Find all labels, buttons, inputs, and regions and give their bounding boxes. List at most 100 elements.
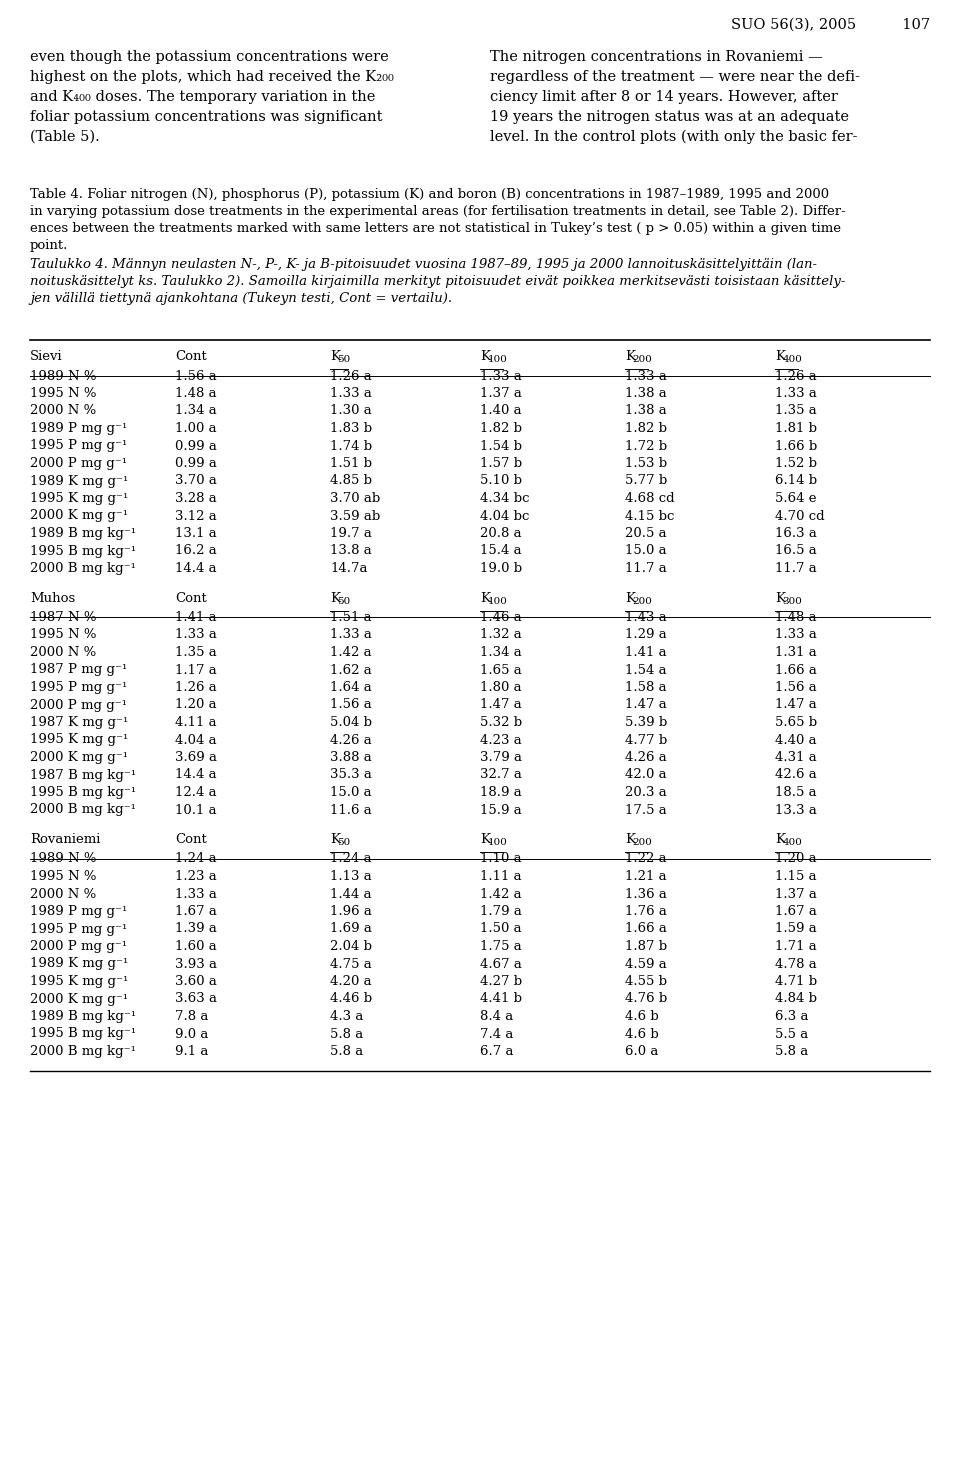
Text: 2000 N %: 2000 N %: [30, 888, 96, 901]
Text: 0.99 a: 0.99 a: [175, 439, 217, 452]
Text: point.: point.: [30, 238, 68, 252]
Text: 1995 K mg g⁻¹: 1995 K mg g⁻¹: [30, 974, 129, 988]
Text: 4.11 a: 4.11 a: [175, 715, 217, 729]
Text: 200: 200: [633, 356, 653, 364]
Text: 3.69 a: 3.69 a: [175, 751, 217, 764]
Text: 4.26 a: 4.26 a: [625, 751, 667, 764]
Text: 1.11 a: 1.11 a: [480, 870, 521, 884]
Text: 1987 N %: 1987 N %: [30, 612, 97, 625]
Text: 3.70 a: 3.70 a: [175, 474, 217, 487]
Text: 100: 100: [488, 356, 508, 364]
Text: 1.76 a: 1.76 a: [625, 906, 667, 917]
Text: 1.47 a: 1.47 a: [775, 698, 817, 711]
Text: 1.47 a: 1.47 a: [625, 698, 667, 711]
Text: The nitrogen concentrations in Rovaniemi —: The nitrogen concentrations in Rovaniemi…: [490, 50, 823, 64]
Text: 4.41 b: 4.41 b: [480, 992, 522, 1005]
Text: 1.54 a: 1.54 a: [625, 664, 666, 676]
Text: 6.14 b: 6.14 b: [775, 474, 817, 487]
Text: 1.26 a: 1.26 a: [175, 680, 217, 693]
Text: 200: 200: [633, 838, 653, 847]
Text: 4.31 a: 4.31 a: [775, 751, 817, 764]
Text: 5.5 a: 5.5 a: [775, 1027, 808, 1040]
Text: 1995 B mg kg⁻¹: 1995 B mg kg⁻¹: [30, 786, 136, 799]
Text: Cont: Cont: [175, 591, 206, 604]
Text: 100: 100: [488, 838, 508, 847]
Text: foliar potassium concentrations was significant: foliar potassium concentrations was sign…: [30, 110, 382, 124]
Text: 1.22 a: 1.22 a: [625, 853, 666, 866]
Text: 4.40 a: 4.40 a: [775, 733, 817, 746]
Text: K: K: [625, 832, 635, 846]
Text: 15.0 a: 15.0 a: [330, 786, 372, 799]
Text: 1989 K mg g⁻¹: 1989 K mg g⁻¹: [30, 474, 129, 487]
Text: 3.88 a: 3.88 a: [330, 751, 372, 764]
Text: 1.52 b: 1.52 b: [775, 456, 817, 470]
Text: 50: 50: [338, 356, 350, 364]
Text: 4.6 b: 4.6 b: [625, 1027, 659, 1040]
Text: K: K: [625, 591, 635, 604]
Text: 1.83 b: 1.83 b: [330, 421, 372, 435]
Text: 1995 P mg g⁻¹: 1995 P mg g⁻¹: [30, 439, 128, 452]
Text: 5.8 a: 5.8 a: [775, 1045, 808, 1058]
Text: 19.0 b: 19.0 b: [480, 562, 522, 575]
Text: 1.33 a: 1.33 a: [625, 370, 667, 382]
Text: 400: 400: [782, 356, 803, 364]
Text: (Table 5).: (Table 5).: [30, 130, 100, 143]
Text: 2000 K mg g⁻¹: 2000 K mg g⁻¹: [30, 751, 128, 764]
Text: 2000 P mg g⁻¹: 2000 P mg g⁻¹: [30, 698, 127, 711]
Text: 4.27 b: 4.27 b: [480, 974, 522, 988]
Text: 13.1 a: 13.1 a: [175, 527, 217, 540]
Text: 1.57 b: 1.57 b: [480, 456, 522, 470]
Text: 16.5 a: 16.5 a: [775, 544, 817, 557]
Text: ences between the treatments marked with same letters are not statistical in Tuk: ences between the treatments marked with…: [30, 222, 841, 236]
Text: 12.4 a: 12.4 a: [175, 786, 217, 799]
Text: K: K: [775, 832, 785, 846]
Text: 5.8 a: 5.8 a: [330, 1027, 363, 1040]
Text: K: K: [330, 591, 340, 604]
Text: 1.23 a: 1.23 a: [175, 870, 217, 884]
Text: 11.6 a: 11.6 a: [330, 803, 372, 816]
Text: 4.55 b: 4.55 b: [625, 974, 667, 988]
Text: in varying potassium dose treatments in the experimental areas (for fertilisatio: in varying potassium dose treatments in …: [30, 205, 846, 218]
Text: 13.8 a: 13.8 a: [330, 544, 372, 557]
Text: 1.64 a: 1.64 a: [330, 680, 372, 693]
Text: 1.35 a: 1.35 a: [775, 404, 817, 417]
Text: 1.87 b: 1.87 b: [625, 941, 667, 952]
Text: 1989 P mg g⁻¹: 1989 P mg g⁻¹: [30, 421, 128, 435]
Text: 2000 K mg g⁻¹: 2000 K mg g⁻¹: [30, 509, 128, 522]
Text: regardless of the treatment — were near the defi-: regardless of the treatment — were near …: [490, 70, 860, 83]
Text: 1.37 a: 1.37 a: [480, 388, 522, 399]
Text: 4.15 bc: 4.15 bc: [625, 509, 674, 522]
Text: 3.79 a: 3.79 a: [480, 751, 522, 764]
Text: 1995 K mg g⁻¹: 1995 K mg g⁻¹: [30, 733, 129, 746]
Text: 1.26 a: 1.26 a: [775, 370, 817, 382]
Text: 50: 50: [338, 597, 350, 606]
Text: 4.71 b: 4.71 b: [775, 974, 817, 988]
Text: Taulukko 4. Männyn neulasten N-, P-, K- ja B-pitoisuudet vuosina 1987–89, 1995 j: Taulukko 4. Männyn neulasten N-, P-, K- …: [30, 257, 817, 271]
Text: 1.56 a: 1.56 a: [330, 698, 372, 711]
Text: 1.96 a: 1.96 a: [330, 906, 372, 917]
Text: 4.84 b: 4.84 b: [775, 992, 817, 1005]
Text: 2000 P mg g⁻¹: 2000 P mg g⁻¹: [30, 941, 127, 952]
Text: and K₄₀₀ doses. The temporary variation in the: and K₄₀₀ doses. The temporary variation …: [30, 91, 375, 104]
Text: 5.04 b: 5.04 b: [330, 715, 372, 729]
Text: 15.9 a: 15.9 a: [480, 803, 521, 816]
Text: 1.33 a: 1.33 a: [175, 629, 217, 641]
Text: 5.32 b: 5.32 b: [480, 715, 522, 729]
Text: 1.15 a: 1.15 a: [775, 870, 817, 884]
Text: 1.37 a: 1.37 a: [775, 888, 817, 901]
Text: 4.3 a: 4.3 a: [330, 1009, 364, 1023]
Text: 1.44 a: 1.44 a: [330, 888, 372, 901]
Text: 14.4 a: 14.4 a: [175, 562, 217, 575]
Text: 1995 K mg g⁻¹: 1995 K mg g⁻¹: [30, 492, 129, 505]
Text: 5.39 b: 5.39 b: [625, 715, 667, 729]
Text: 1.38 a: 1.38 a: [625, 388, 667, 399]
Text: K: K: [480, 350, 490, 363]
Text: 2.04 b: 2.04 b: [330, 941, 372, 952]
Text: 1.10 a: 1.10 a: [480, 853, 521, 866]
Text: 1.24 a: 1.24 a: [175, 853, 217, 866]
Text: 1.60 a: 1.60 a: [175, 941, 217, 952]
Text: 1.33 a: 1.33 a: [330, 388, 372, 399]
Text: 1.79 a: 1.79 a: [480, 906, 522, 917]
Text: 4.85 b: 4.85 b: [330, 474, 372, 487]
Text: 1995 B mg kg⁻¹: 1995 B mg kg⁻¹: [30, 544, 136, 557]
